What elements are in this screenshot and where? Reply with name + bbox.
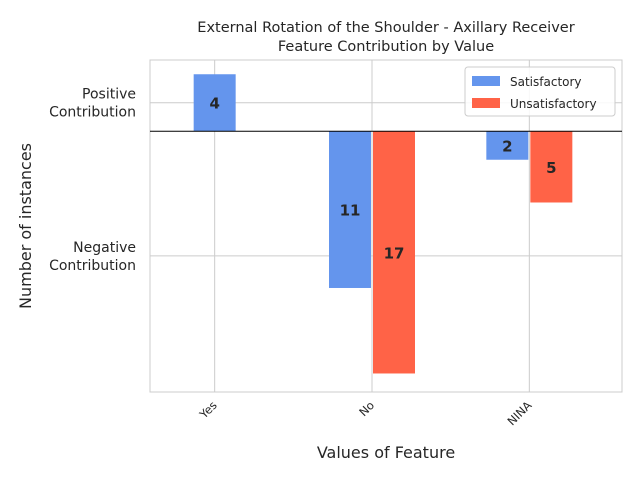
bars	[193, 74, 573, 374]
bar-value-label: 11	[340, 202, 361, 220]
bar-value-label: 2	[502, 137, 512, 155]
bar-satisfactory-yes	[193, 74, 236, 132]
x-tick-label: No	[356, 398, 377, 419]
bar-unsatisfactory-nina	[530, 131, 573, 203]
legend-label: Unsatisfactory	[510, 97, 597, 111]
legend: Satisfactory Unsatisfactory	[464, 66, 616, 117]
y-tick-label: Positive	[82, 87, 136, 103]
y-tick-label: Contribution	[49, 258, 136, 274]
y-tick-label: Contribution	[49, 105, 136, 121]
bar-value-labels: 4 11 2 17 5	[209, 95, 556, 263]
x-tick-label: Yes	[196, 398, 220, 422]
legend-swatch	[472, 98, 500, 108]
x-axis-label: Values of Feature	[317, 443, 455, 462]
bar-value-label: 5	[546, 159, 556, 177]
x-tick-label: NINA	[504, 398, 534, 428]
legend-box	[464, 66, 616, 117]
y-tick-labels: Positive Contribution Negative Contribution	[49, 87, 136, 274]
bar-value-label: 4	[209, 95, 219, 113]
legend-label: Satisfactory	[510, 75, 582, 89]
chart-title-line: Feature Contribution by Value	[278, 39, 494, 55]
y-tick-label: Negative	[73, 240, 136, 256]
bar-satisfactory-no	[329, 131, 371, 288]
legend-swatch	[472, 76, 500, 86]
bar-unsatisfactory-no	[373, 131, 415, 374]
bar-value-label: 17	[384, 244, 405, 262]
chart-title-line: External Rotation of the Shoulder - Axil…	[197, 20, 574, 36]
y-axis-label: Number of instances	[16, 143, 35, 309]
x-tick-labels: Yes No NINA	[196, 398, 535, 428]
bar-satisfactory-nina	[486, 131, 529, 160]
chart-title: External Rotation of the Shoulder - Axil…	[197, 20, 574, 55]
